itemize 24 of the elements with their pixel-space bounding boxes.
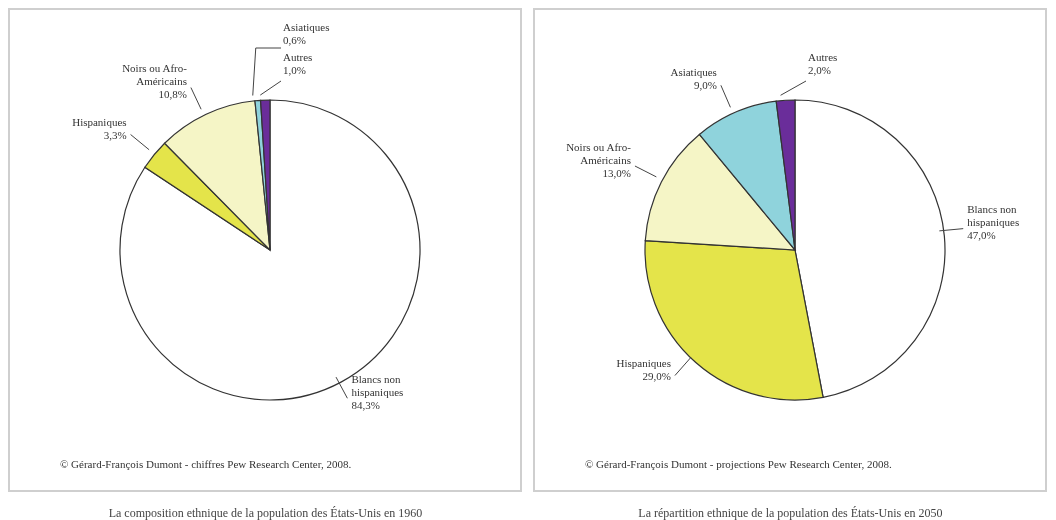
text: La répartition ethnique de la population des États-Unis en 2050	[637, 506, 944, 520]
slice-label: Hispaniques	[72, 115, 127, 128]
slice-label: Noirs ou Afro-Américains	[566, 140, 632, 166]
data-label: 10,8%	[158, 88, 187, 101]
data-label: 47,0%	[967, 229, 996, 242]
text: La composition ethnique de la population des États-Unis en 1960	[107, 506, 424, 520]
text: © Gérard-François Dumont - projections Pew Research Center, 2008.	[585, 458, 892, 470]
data-label: 1,0%	[283, 64, 306, 76]
data-label: 3,3%	[103, 128, 127, 141]
slice-label: Hispaniques	[616, 356, 671, 369]
data-label: 2,0%	[808, 64, 831, 76]
slice-label: Noirs ou Afro-Américains	[122, 62, 188, 88]
slice-label: Autres	[808, 51, 838, 63]
slice-label: Blancs non hispaniques	[967, 203, 1020, 229]
slice-label: Blancs non hispaniques	[351, 372, 404, 398]
slice-label: Autres	[283, 51, 313, 63]
data-label: 9,0%	[693, 79, 717, 92]
text: © Gérard-François Dumont - chiffres Pew Research Center, 2008.	[60, 458, 352, 470]
slice-label: Asiatiques	[670, 66, 717, 79]
data-label: 29,0%	[642, 369, 671, 382]
data-label: 84,3%	[351, 398, 380, 411]
data-label: 0,6%	[283, 34, 306, 46]
data-label: 13,0%	[602, 166, 631, 179]
slice-label: Asiatiques	[283, 21, 330, 33]
